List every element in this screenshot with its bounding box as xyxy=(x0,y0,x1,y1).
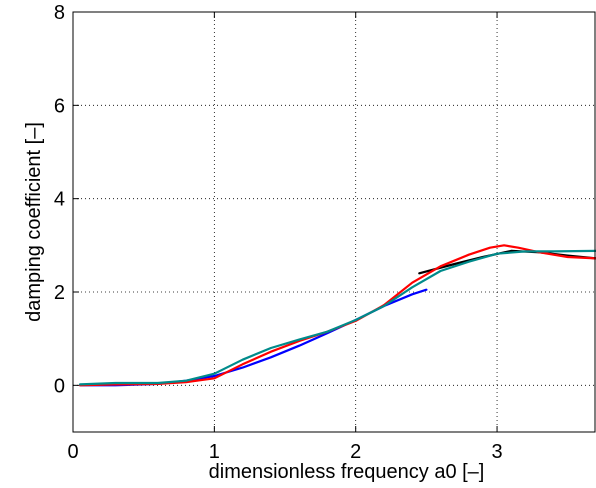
plot-frame xyxy=(72,11,596,433)
y-tick-label: 2 xyxy=(54,282,65,304)
tick-layer: 0 1 2 3 0 2 4 6 8 xyxy=(54,2,503,463)
x-tick-label: 2 xyxy=(350,441,361,463)
series-line-4 xyxy=(79,249,596,386)
series-line-2 xyxy=(418,249,596,275)
x-axis-label: dimensionless frequency a0 [–] xyxy=(209,461,485,483)
x-tick-label: 1 xyxy=(209,441,220,463)
y-tick-label: 0 xyxy=(54,375,65,397)
y-tick-label: 8 xyxy=(54,2,65,24)
y-axis-label: damping coefficient [–] xyxy=(23,122,45,322)
x-tick-label: 3 xyxy=(491,441,502,463)
series-layer xyxy=(79,244,596,387)
y-tick-label: 4 xyxy=(54,189,65,211)
series-line-3 xyxy=(79,244,596,387)
y-tick-label: 6 xyxy=(54,95,65,117)
series-line-1 xyxy=(79,288,428,387)
x-tick-label: 0 xyxy=(67,441,78,463)
grid-layer xyxy=(73,12,596,432)
